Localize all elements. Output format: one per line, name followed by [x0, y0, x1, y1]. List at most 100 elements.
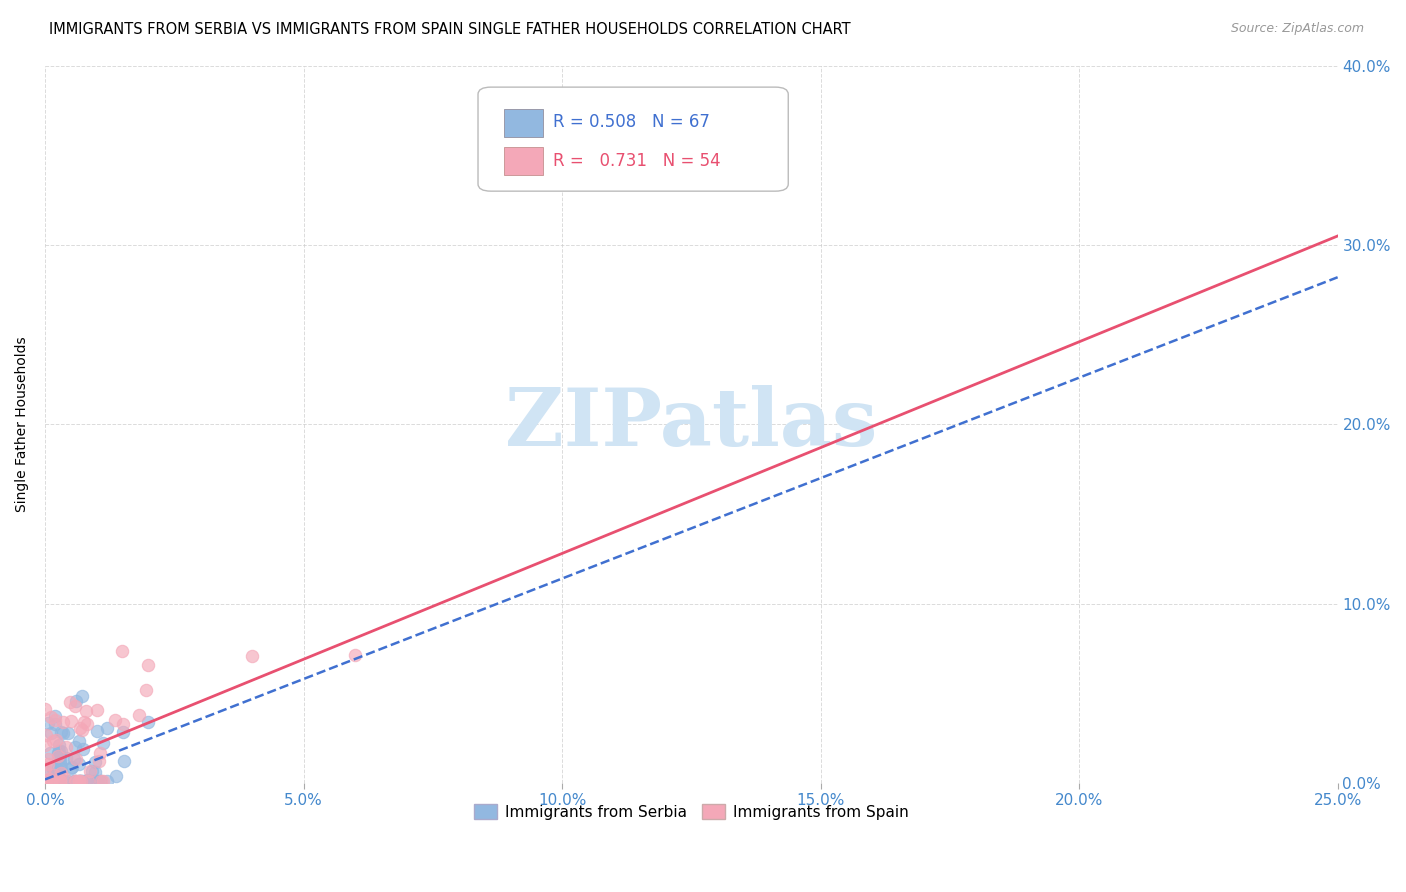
Point [73, 714, 96, 729]
Point [51, 725, 73, 739]
Point [138, 714, 160, 729]
Point [41, 726, 63, 740]
Point [63, 774, 86, 789]
Point [48, 744, 70, 758]
Point [65, 774, 87, 789]
Point [38, 772, 60, 787]
Point [34, 702, 56, 716]
Point [35, 774, 58, 789]
Point [65, 774, 87, 789]
Y-axis label: Single Father Households: Single Father Households [15, 336, 30, 512]
Point [44, 774, 66, 789]
Point [67, 757, 90, 772]
Point [49, 774, 72, 789]
Text: R =   0.731   N = 54: R = 0.731 N = 54 [553, 152, 721, 170]
Point [135, 682, 157, 697]
Point [75, 774, 97, 789]
Text: IMMIGRANTS FROM SERBIA VS IMMIGRANTS FROM SPAIN SINGLE FATHER HOUSEHOLDS CORRELA: IMMIGRANTS FROM SERBIA VS IMMIGRANTS FRO… [49, 22, 851, 37]
Point [67, 774, 90, 789]
Point [70, 774, 93, 789]
Point [59, 695, 82, 709]
Text: R = 0.508   N = 67: R = 0.508 N = 67 [553, 113, 710, 131]
Point [65, 694, 87, 708]
Point [91, 736, 114, 750]
Point [41, 774, 63, 789]
Point [706, 175, 728, 189]
Point [89, 774, 111, 789]
Point [42, 734, 65, 748]
Point [86, 703, 108, 717]
Point [55, 751, 77, 765]
Point [111, 643, 134, 657]
Point [48, 738, 70, 752]
Point [67, 734, 90, 748]
Point [44, 717, 66, 731]
Point [86, 774, 108, 789]
Point [84, 765, 107, 780]
Point [45, 762, 67, 776]
Point [67, 774, 90, 789]
Point [46, 746, 69, 760]
Point [41, 774, 63, 789]
Point [62, 752, 84, 766]
Point [52, 715, 75, 730]
Point [44, 708, 66, 723]
Point [70, 723, 93, 737]
Point [48, 771, 70, 785]
Point [48, 772, 70, 786]
FancyBboxPatch shape [478, 87, 789, 191]
Point [87, 754, 110, 768]
Point [72, 741, 94, 756]
Point [34, 761, 56, 775]
Point [35, 728, 58, 742]
Point [67, 774, 90, 789]
Point [344, 648, 367, 662]
Point [35, 764, 58, 778]
Point [42, 762, 65, 776]
Point [48, 774, 70, 789]
Point [46, 774, 69, 789]
Point [44, 768, 66, 782]
Point [37, 716, 59, 731]
Point [46, 749, 69, 764]
Point [37, 752, 59, 766]
Point [89, 746, 111, 760]
Point [51, 765, 73, 780]
Point [39, 746, 62, 760]
Point [76, 774, 98, 789]
Point [49, 724, 72, 739]
Point [49, 761, 72, 775]
Point [69, 721, 91, 735]
Point [52, 774, 75, 789]
Point [93, 774, 115, 789]
FancyBboxPatch shape [503, 146, 543, 176]
Point [59, 761, 82, 775]
Point [104, 713, 127, 727]
Point [49, 756, 72, 771]
Point [75, 704, 97, 718]
Point [111, 725, 134, 739]
Point [79, 764, 101, 779]
Point [35, 774, 58, 789]
Point [83, 755, 105, 769]
Point [70, 774, 93, 789]
Point [35, 774, 58, 789]
Point [90, 774, 112, 789]
Point [37, 756, 59, 771]
Point [63, 774, 86, 789]
Point [240, 649, 263, 664]
Point [35, 774, 58, 789]
Point [76, 772, 98, 787]
Point [67, 774, 90, 789]
Legend: Immigrants from Serbia, Immigrants from Spain: Immigrants from Serbia, Immigrants from … [468, 797, 914, 826]
Point [76, 717, 98, 731]
Point [58, 774, 80, 789]
Text: Source: ZipAtlas.com: Source: ZipAtlas.com [1230, 22, 1364, 36]
Point [34, 774, 56, 789]
Point [39, 774, 62, 789]
Point [53, 771, 76, 785]
Point [60, 759, 83, 773]
Point [45, 733, 67, 747]
Point [138, 658, 160, 673]
Point [65, 774, 87, 789]
